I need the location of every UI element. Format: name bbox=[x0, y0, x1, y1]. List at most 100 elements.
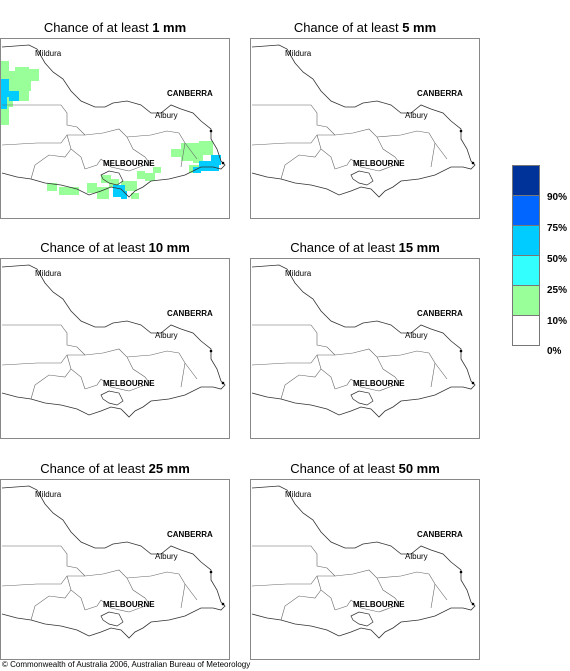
legend-tick-50: 50% bbox=[547, 254, 568, 265]
district-boundary bbox=[334, 158, 352, 170]
label-canberra: CANBERRA bbox=[417, 530, 463, 539]
district-boundary bbox=[251, 354, 335, 366]
label-mildura: Mildura bbox=[35, 490, 62, 499]
label-mildura: Mildura bbox=[35, 49, 62, 58]
shade-cell-10-25 bbox=[15, 67, 29, 79]
copyright-footer: © Commonwealth of Australia 2006, Austra… bbox=[2, 660, 251, 669]
district-boundary bbox=[180, 583, 186, 609]
shade-cell-10-25 bbox=[1, 61, 9, 71]
district-boundary bbox=[376, 350, 448, 380]
legend-tick-90: 90% bbox=[547, 192, 568, 203]
district-boundary bbox=[1, 575, 85, 587]
label-melbourne: MELBOURNE bbox=[103, 600, 155, 609]
shade-cell-50-75 bbox=[1, 79, 9, 97]
shade-cell-10-25 bbox=[1, 107, 9, 125]
map-dot bbox=[221, 381, 225, 385]
district-boundary bbox=[100, 158, 151, 172]
district-boundary bbox=[100, 599, 151, 613]
label-canberra: CANBERRA bbox=[167, 89, 213, 98]
label-mildura: Mildura bbox=[35, 269, 62, 278]
legend-tick-0: 0% bbox=[547, 346, 562, 357]
district-boundary bbox=[1, 134, 85, 146]
map-dot bbox=[471, 161, 475, 165]
district-boundary bbox=[100, 378, 151, 392]
district-boundary bbox=[66, 134, 86, 170]
label-mildura: Mildura bbox=[285, 49, 312, 58]
shade-cell-10-25 bbox=[193, 153, 203, 163]
shade-cell-10-25 bbox=[101, 175, 111, 183]
district-boundary bbox=[316, 134, 336, 170]
shade-cell-50-75 bbox=[199, 161, 219, 171]
state-boundary bbox=[1, 264, 226, 418]
district-boundary bbox=[376, 130, 448, 160]
legend-swatch-75 bbox=[512, 195, 540, 226]
shade-cell-10-25 bbox=[153, 167, 161, 173]
map-dot bbox=[471, 381, 475, 385]
district-boundary bbox=[430, 362, 436, 388]
map-dot bbox=[221, 602, 225, 606]
district-boundary bbox=[30, 368, 72, 400]
district-boundary bbox=[350, 378, 401, 392]
district-boundary bbox=[126, 130, 198, 160]
map-dot bbox=[459, 349, 463, 353]
panel-title: Chance of at least 1 mm bbox=[43, 20, 187, 35]
district-boundary bbox=[252, 104, 336, 136]
district-boundary bbox=[84, 599, 102, 611]
district-boundary bbox=[252, 324, 336, 356]
map-dot bbox=[209, 129, 213, 133]
legend-tick-25: 25% bbox=[547, 285, 568, 296]
shade-cell-10-25 bbox=[29, 69, 39, 81]
state-boundary bbox=[251, 44, 476, 198]
label-canberra: CANBERRA bbox=[417, 89, 463, 98]
state-boundary bbox=[251, 264, 476, 418]
district-boundary bbox=[280, 148, 322, 180]
district-boundary bbox=[180, 362, 186, 388]
district-boundary bbox=[66, 575, 86, 611]
state-boundary bbox=[1, 44, 226, 198]
district-boundary bbox=[30, 589, 72, 621]
panel-title: Chance of at least 15 mm bbox=[290, 240, 440, 255]
rainfall-chance-shading bbox=[1, 61, 221, 199]
shade-cell-10-25 bbox=[47, 183, 57, 191]
map-dot bbox=[221, 161, 225, 165]
shade-cell-10-25 bbox=[199, 141, 213, 155]
label-albury: Albury bbox=[405, 111, 428, 120]
label-canberra: CANBERRA bbox=[167, 309, 213, 318]
shade-cell-10-25 bbox=[137, 171, 145, 179]
map-15mm: Mildura CANBERRA Albury MELBOURNE bbox=[250, 258, 480, 439]
shade-cell-10-25 bbox=[121, 181, 137, 191]
panel-title: Chance of at least 10 mm bbox=[40, 240, 190, 255]
shade-cell-10-25 bbox=[145, 173, 155, 181]
district-boundary bbox=[350, 599, 401, 613]
district-boundary bbox=[251, 575, 335, 587]
district-boundary bbox=[126, 571, 198, 601]
label-albury: Albury bbox=[405, 331, 428, 340]
legend-swatch-0 bbox=[512, 315, 540, 346]
panel-title: Chance of at least 50 mm bbox=[290, 461, 440, 476]
label-albury: Albury bbox=[155, 331, 178, 340]
shade-cell-10-25 bbox=[13, 79, 31, 91]
legend-swatch-90 bbox=[512, 165, 540, 196]
label-melbourne: MELBOURNE bbox=[103, 159, 155, 168]
district-boundary bbox=[30, 148, 72, 180]
shade-cell-10-25 bbox=[59, 187, 79, 195]
shade-cell-10-25 bbox=[87, 183, 97, 193]
district-boundary bbox=[350, 158, 401, 172]
map-10mm: Mildura CANBERRA Albury MELBOURNE bbox=[0, 258, 230, 439]
district-boundary bbox=[376, 571, 448, 601]
shade-cell-50-75 bbox=[121, 191, 127, 199]
label-albury: Albury bbox=[155, 111, 178, 120]
label-mildura: Mildura bbox=[285, 490, 312, 499]
label-canberra: CANBERRA bbox=[167, 530, 213, 539]
shade-cell-50-75 bbox=[9, 91, 19, 101]
legend-swatch-25 bbox=[512, 255, 540, 286]
map-dot bbox=[459, 570, 463, 574]
legend-colorbar bbox=[512, 165, 540, 346]
district-boundary bbox=[2, 545, 86, 577]
shade-cell-10-25 bbox=[109, 179, 119, 187]
label-melbourne: MELBOURNE bbox=[103, 379, 155, 388]
map-dot bbox=[209, 349, 213, 353]
legend-tick-10: 10% bbox=[547, 316, 568, 327]
district-boundary bbox=[126, 350, 198, 380]
shade-cell-10-25 bbox=[15, 91, 29, 101]
